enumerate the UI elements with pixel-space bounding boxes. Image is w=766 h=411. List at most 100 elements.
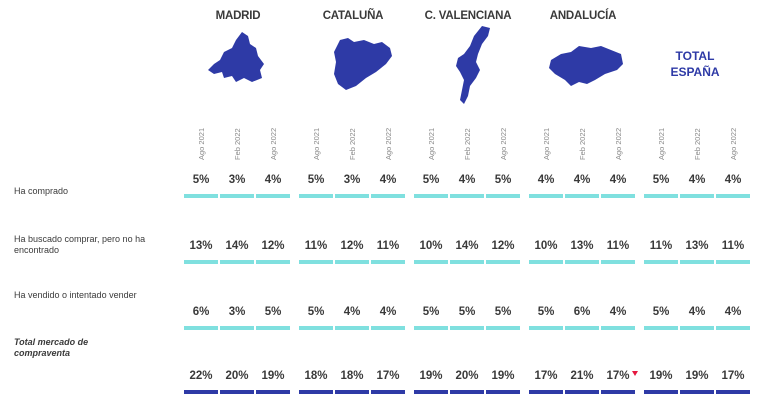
cell-underline-bar [414,326,448,330]
cell-underline-bar [220,390,254,394]
value-cell: 10% [534,240,558,252]
cell-underline-bar [601,260,635,264]
cell-underline-bar [680,326,714,330]
andalucia-map-icon [549,46,623,86]
value-cell: 17% [376,370,400,382]
cell-underline-bar [184,326,218,330]
cell-underline-bar [184,260,218,264]
value-cell: 11% [649,240,673,252]
cell-underline-bar [299,326,333,330]
value-cell: 4% [379,174,397,186]
cell-underline-bar [335,326,369,330]
cell-underline-bar [335,260,369,264]
value-cell: 19% [649,370,673,382]
cell-underline-bar [716,260,750,264]
cell-underline-bar [184,390,218,394]
cell-underline-bar [680,194,714,198]
value-cell: 5% [192,174,210,186]
region-name-cataluna: CATALUÑA [322,10,384,22]
region-name-valenciana: C. VALENCIANA [424,10,512,22]
value-cell: 4% [573,174,591,186]
cell-underline-bar [565,194,599,198]
date-header-label: Feb 2022 [233,128,242,160]
value-cell: 5% [537,306,555,318]
cell-underline-bar [256,390,290,394]
row-label-line: encontrado [14,245,60,255]
value-cell: 19% [261,370,285,382]
cell-underline-bar [220,194,254,198]
value-cell: 5% [494,306,512,318]
value-cell: 5% [652,174,670,186]
value-cell: 13% [189,240,213,252]
value-cell: 4% [724,306,742,318]
row-label-line: Ha vendido o intentado vender [14,290,137,300]
cell-underline-bar [220,260,254,264]
value-cell: 11% [606,240,630,252]
value-cell: 4% [688,174,706,186]
value-cell: 14% [225,240,249,252]
value-cell: 12% [261,240,285,252]
cell-underline-bar [680,260,714,264]
total-label-line1: TOTAL [675,49,715,63]
cell-underline-bar [680,390,714,394]
date-header-label: Feb 2022 [348,128,357,160]
date-header-label: Ago 2022 [729,127,738,160]
date-header-label: Ago 2022 [384,127,393,160]
value-cell: 4% [688,306,706,318]
value-cell: 12% [491,240,515,252]
total-label-line2: ESPAÑA [670,65,720,79]
value-cell: 14% [455,240,479,252]
cell-underline-bar [601,390,635,394]
decrease-flag-icon [632,371,638,376]
cell-underline-bar [299,390,333,394]
cataluna-map-icon [334,38,392,90]
value-cell: 4% [537,174,555,186]
date-header-label: Ago 2022 [269,127,278,160]
cell-underline-bar [529,194,563,198]
value-cell: 6% [192,306,210,318]
date-header-label: Ago 2022 [614,127,623,160]
value-cell: 4% [379,306,397,318]
valenciana-map-icon [456,26,490,104]
value-cell: 6% [573,306,591,318]
cell-underline-bar [335,390,369,394]
row-label-line: Ha comprado [14,186,69,196]
value-cell: 20% [455,370,479,382]
date-header-label: Feb 2022 [463,128,472,160]
cell-underline-bar [716,326,750,330]
cell-underline-bar [414,390,448,394]
cell-underline-bar [256,260,290,264]
cell-underline-bar [601,326,635,330]
cell-underline-bar [450,260,484,264]
value-cell: 17% [534,370,558,382]
value-cell: 4% [343,306,361,318]
cell-underline-bar [335,194,369,198]
cell-underline-bar [601,194,635,198]
value-cell: 5% [494,174,512,186]
cell-underline-bar [220,326,254,330]
cell-underline-bar [299,260,333,264]
value-cell: 17% [606,370,630,382]
value-cell: 5% [422,174,440,186]
cell-underline-bar [644,194,678,198]
cell-underline-bar [371,390,405,394]
value-cell: 4% [609,306,627,318]
value-cell: 4% [264,174,282,186]
value-cell: 10% [419,240,443,252]
value-cell: 13% [570,240,594,252]
cell-underline-bar [486,260,520,264]
value-cell: 5% [307,174,325,186]
row-label-ha-buscado: Ha buscado comprar, pero no ha encontrad… [14,234,145,256]
cell-underline-bar [529,390,563,394]
cell-underline-bar [371,260,405,264]
value-cell: 4% [458,174,476,186]
cell-underline-bar [414,260,448,264]
value-cell: 22% [189,370,213,382]
value-cell: 11% [304,240,328,252]
region-name-madrid: MADRID [215,10,261,22]
value-cell: 3% [228,306,246,318]
value-cell: 19% [685,370,709,382]
value-cell: 19% [491,370,515,382]
date-header-label: Ago 2021 [542,127,551,160]
cell-underline-bar [486,390,520,394]
